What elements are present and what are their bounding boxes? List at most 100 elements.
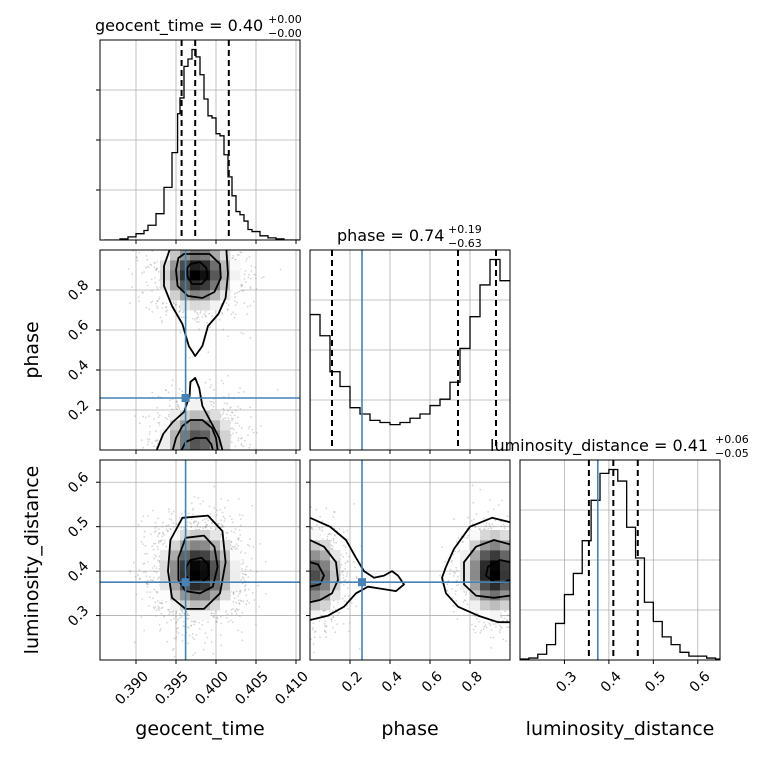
sample-point [155, 592, 158, 594]
sample-point [229, 455, 231, 457]
density-cell [220, 590, 231, 601]
sample-point [158, 540, 160, 542]
sample-point [245, 594, 248, 597]
sample-point [151, 250, 154, 253]
sample-point [237, 254, 240, 256]
contour-middle [171, 419, 219, 450]
sample-point [178, 464, 180, 466]
density-cell [170, 250, 181, 261]
sample-point [137, 574, 140, 577]
sample-point [175, 636, 178, 638]
sample-point [250, 452, 252, 454]
sample-point [158, 271, 160, 273]
sample-point [302, 596, 304, 598]
sample-point [157, 576, 160, 579]
sample-point [182, 311, 185, 314]
sample-point [233, 414, 236, 417]
sample-point [151, 463, 153, 465]
sample-point [131, 273, 134, 275]
sample-point [221, 242, 223, 244]
sample-point [205, 525, 207, 527]
sample-point [205, 236, 207, 238]
sample-point [240, 599, 242, 602]
density-cell [200, 540, 211, 551]
sample-point [171, 379, 174, 382]
sample-point [201, 623, 204, 626]
sample-point [150, 264, 153, 267]
sample-point [226, 451, 228, 453]
sample-point [155, 302, 158, 305]
sample-point [192, 522, 195, 524]
sample-point [249, 569, 252, 571]
sample-point [159, 316, 162, 319]
sample-point [181, 465, 183, 467]
sample-point [183, 464, 185, 466]
sample-point [166, 469, 168, 471]
sample-point [233, 531, 236, 534]
sample-point [206, 321, 209, 324]
sample-point [147, 561, 149, 563]
sample-point [200, 310, 202, 312]
sample-point [181, 634, 184, 637]
sample-point [159, 469, 161, 471]
sample-point [244, 573, 247, 576]
sample-point [238, 513, 241, 516]
sample-point [192, 654, 195, 657]
sample-point [158, 606, 161, 609]
sample-point [178, 617, 181, 619]
density-cell [210, 600, 221, 611]
sample-point [187, 642, 190, 645]
sample-point [149, 579, 152, 582]
sample-point [186, 626, 189, 629]
sample-point [200, 474, 202, 476]
sample-point [209, 513, 212, 515]
sample-point [195, 634, 198, 636]
sample-point [160, 612, 163, 615]
sample-point [165, 206, 167, 208]
sample-point [177, 627, 180, 629]
sample-point [232, 591, 235, 594]
sample-point [178, 517, 181, 519]
density-cell [220, 570, 231, 581]
sample-point [287, 557, 289, 559]
sample-point [192, 463, 194, 465]
sample-point [136, 259, 139, 262]
sample-point [181, 462, 183, 464]
sample-point [223, 192, 225, 194]
sample-point [303, 584, 305, 586]
density-cell [170, 440, 181, 450]
sample-point [232, 417, 235, 420]
sample-point [201, 222, 203, 224]
x-tick-label: 0.400 [192, 669, 232, 709]
sample-point [198, 328, 201, 331]
sample-point [133, 641, 136, 644]
sample-point [234, 409, 237, 412]
sample-point [226, 532, 229, 535]
sample-point [157, 605, 160, 608]
sample-point [225, 486, 227, 488]
sample-point [216, 616, 219, 619]
sample-point [198, 621, 201, 624]
sample-point [241, 576, 244, 579]
sample-point [191, 231, 193, 233]
sample-point [195, 454, 197, 456]
sample-point [142, 291, 145, 294]
sample-point [197, 476, 199, 478]
sample-point [230, 466, 232, 468]
density-cell [190, 530, 201, 541]
sample-point [169, 240, 171, 242]
density-cell [230, 570, 241, 581]
sample-point [242, 445, 245, 448]
sample-point [196, 311, 198, 314]
sample-point [244, 573, 247, 576]
sample-point [204, 314, 207, 317]
histogram-geocent-time [104, 48, 300, 240]
sample-point [153, 607, 156, 610]
sample-point [239, 534, 242, 536]
sample-point [172, 300, 175, 303]
density-cell [200, 530, 211, 541]
sample-point [141, 291, 144, 293]
sample-point [251, 504, 254, 507]
sample-point [152, 606, 155, 608]
sample-point [150, 579, 153, 582]
